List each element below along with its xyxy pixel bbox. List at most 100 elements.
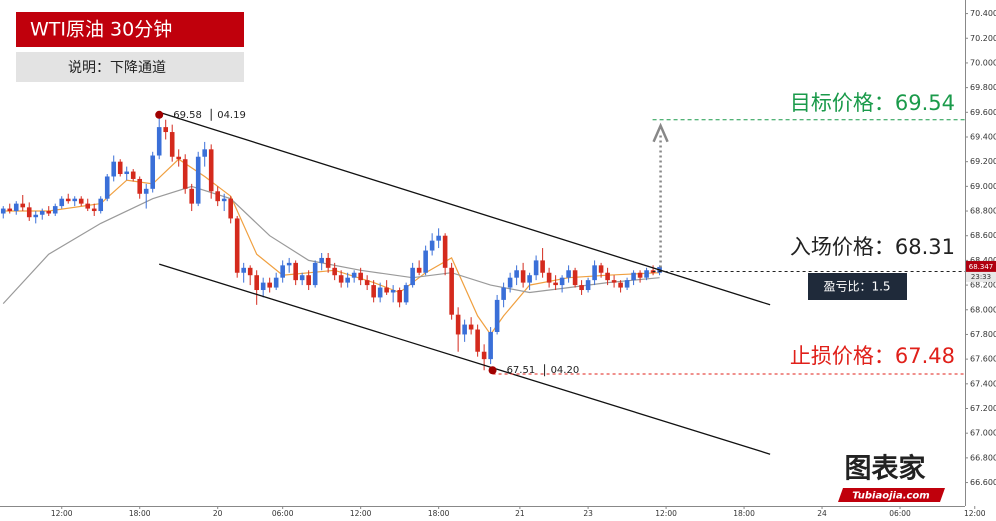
candle-body bbox=[241, 267, 246, 273]
candle-body bbox=[286, 262, 292, 266]
x-tick-label: 18:00 bbox=[428, 509, 450, 518]
arrow-head bbox=[652, 122, 669, 143]
candle-body bbox=[280, 265, 285, 278]
candle-body bbox=[605, 272, 610, 281]
candle-body bbox=[46, 211, 52, 214]
candle-body bbox=[124, 171, 130, 175]
candle-body bbox=[442, 235, 448, 268]
candle-body bbox=[514, 270, 519, 278]
candle-body bbox=[13, 203, 19, 212]
candle-body bbox=[130, 171, 136, 179]
candle-body bbox=[299, 275, 305, 281]
candle-body bbox=[624, 280, 630, 288]
x-tick-label: 18:00 bbox=[129, 509, 151, 518]
last-price-tag bbox=[966, 260, 996, 272]
candle-body bbox=[332, 267, 337, 276]
candle-body bbox=[475, 329, 480, 352]
y-tick-label: 67.200 bbox=[970, 404, 996, 413]
candle-body bbox=[397, 290, 402, 303]
candle-body bbox=[195, 156, 201, 204]
candle-body bbox=[26, 207, 32, 218]
candle-body bbox=[208, 149, 214, 192]
candle-body bbox=[527, 275, 532, 283]
candle-body bbox=[260, 282, 266, 291]
candle-body bbox=[293, 262, 298, 281]
candle-body bbox=[7, 208, 13, 212]
candle-body bbox=[254, 275, 259, 291]
candle-body bbox=[156, 127, 162, 156]
channel-line bbox=[159, 263, 771, 455]
logo-bar bbox=[838, 488, 945, 502]
last-price-time-tag bbox=[966, 271, 996, 282]
candle-body bbox=[202, 149, 207, 157]
subtitle-box bbox=[16, 52, 244, 82]
candle-body bbox=[52, 206, 58, 214]
candle-body bbox=[559, 277, 565, 286]
candle-body bbox=[455, 314, 461, 335]
last-price-time: 23:33 bbox=[971, 273, 991, 281]
extreme-point bbox=[155, 110, 164, 119]
candle-body bbox=[403, 285, 409, 303]
candle-body bbox=[98, 198, 104, 212]
ratio-label: 盈亏比：1.5 bbox=[823, 280, 890, 294]
y-tick-label: 69.800 bbox=[970, 83, 996, 92]
y-tick-label: 70.200 bbox=[970, 34, 996, 43]
x-tick-label: 12:00 bbox=[51, 509, 73, 518]
logo-name: 图表家 bbox=[845, 453, 926, 485]
candle-body bbox=[598, 265, 604, 273]
candle-body bbox=[91, 208, 97, 212]
candle-body bbox=[358, 272, 363, 281]
y-tick-label: 67.400 bbox=[970, 379, 996, 388]
candle-body bbox=[267, 282, 272, 288]
candle-body bbox=[78, 198, 84, 204]
chart-subtitle: 说明：下降通道 bbox=[68, 60, 166, 76]
candle-body bbox=[111, 161, 117, 177]
candle-body bbox=[85, 203, 91, 209]
candle-body bbox=[143, 188, 149, 194]
candle-body bbox=[189, 188, 195, 204]
candle-body bbox=[644, 270, 649, 278]
candle-body bbox=[507, 277, 513, 288]
chart-title: WTI原油 30分钟 bbox=[30, 19, 172, 41]
x-tick-label: 23 bbox=[583, 509, 593, 518]
y-tick-label: 68.200 bbox=[970, 281, 996, 290]
y-tick-label: 68.800 bbox=[970, 207, 996, 216]
x-tick-label: 18:00 bbox=[733, 509, 755, 518]
candle-body bbox=[338, 275, 344, 283]
candle-body bbox=[592, 265, 597, 281]
candle-body bbox=[585, 280, 591, 291]
y-tick-label: 69.200 bbox=[970, 157, 996, 166]
y-tick-label: 69.400 bbox=[970, 132, 996, 141]
y-tick-label: 67.000 bbox=[970, 429, 996, 438]
candle-body bbox=[228, 198, 233, 219]
candle-body bbox=[540, 260, 545, 273]
candle-body bbox=[319, 257, 324, 263]
last-price-value: 68.347 bbox=[969, 263, 994, 271]
y-tick-label: 68.600 bbox=[970, 231, 996, 240]
candle-body bbox=[306, 275, 311, 286]
candle-body bbox=[637, 272, 643, 278]
candle-body bbox=[611, 280, 617, 283]
candle-body bbox=[169, 132, 175, 157]
candle-body bbox=[436, 235, 441, 241]
plot-area: 70.400 70.200 70.000 69.800 69.600 69.400 69.2… bbox=[0, 9, 996, 518]
candle-body bbox=[546, 272, 552, 283]
candle-body bbox=[351, 272, 357, 278]
ratio-box bbox=[808, 273, 907, 300]
candle-body bbox=[553, 282, 558, 286]
candle-body bbox=[462, 324, 467, 335]
candle-body bbox=[117, 161, 123, 175]
candle-body bbox=[572, 270, 578, 286]
candle-body bbox=[384, 287, 389, 293]
candle-body bbox=[371, 285, 376, 298]
candle-body bbox=[345, 277, 350, 283]
y-tick-label: 68.400 bbox=[970, 256, 996, 265]
x-tick-label: 06:00 bbox=[272, 509, 294, 518]
x-tick-label: 21 bbox=[515, 509, 525, 518]
candle-body bbox=[215, 191, 220, 202]
candle-body bbox=[566, 270, 571, 278]
y-tick-label: 67.800 bbox=[970, 330, 996, 339]
candle-body bbox=[33, 214, 39, 218]
candle-body bbox=[618, 282, 623, 288]
